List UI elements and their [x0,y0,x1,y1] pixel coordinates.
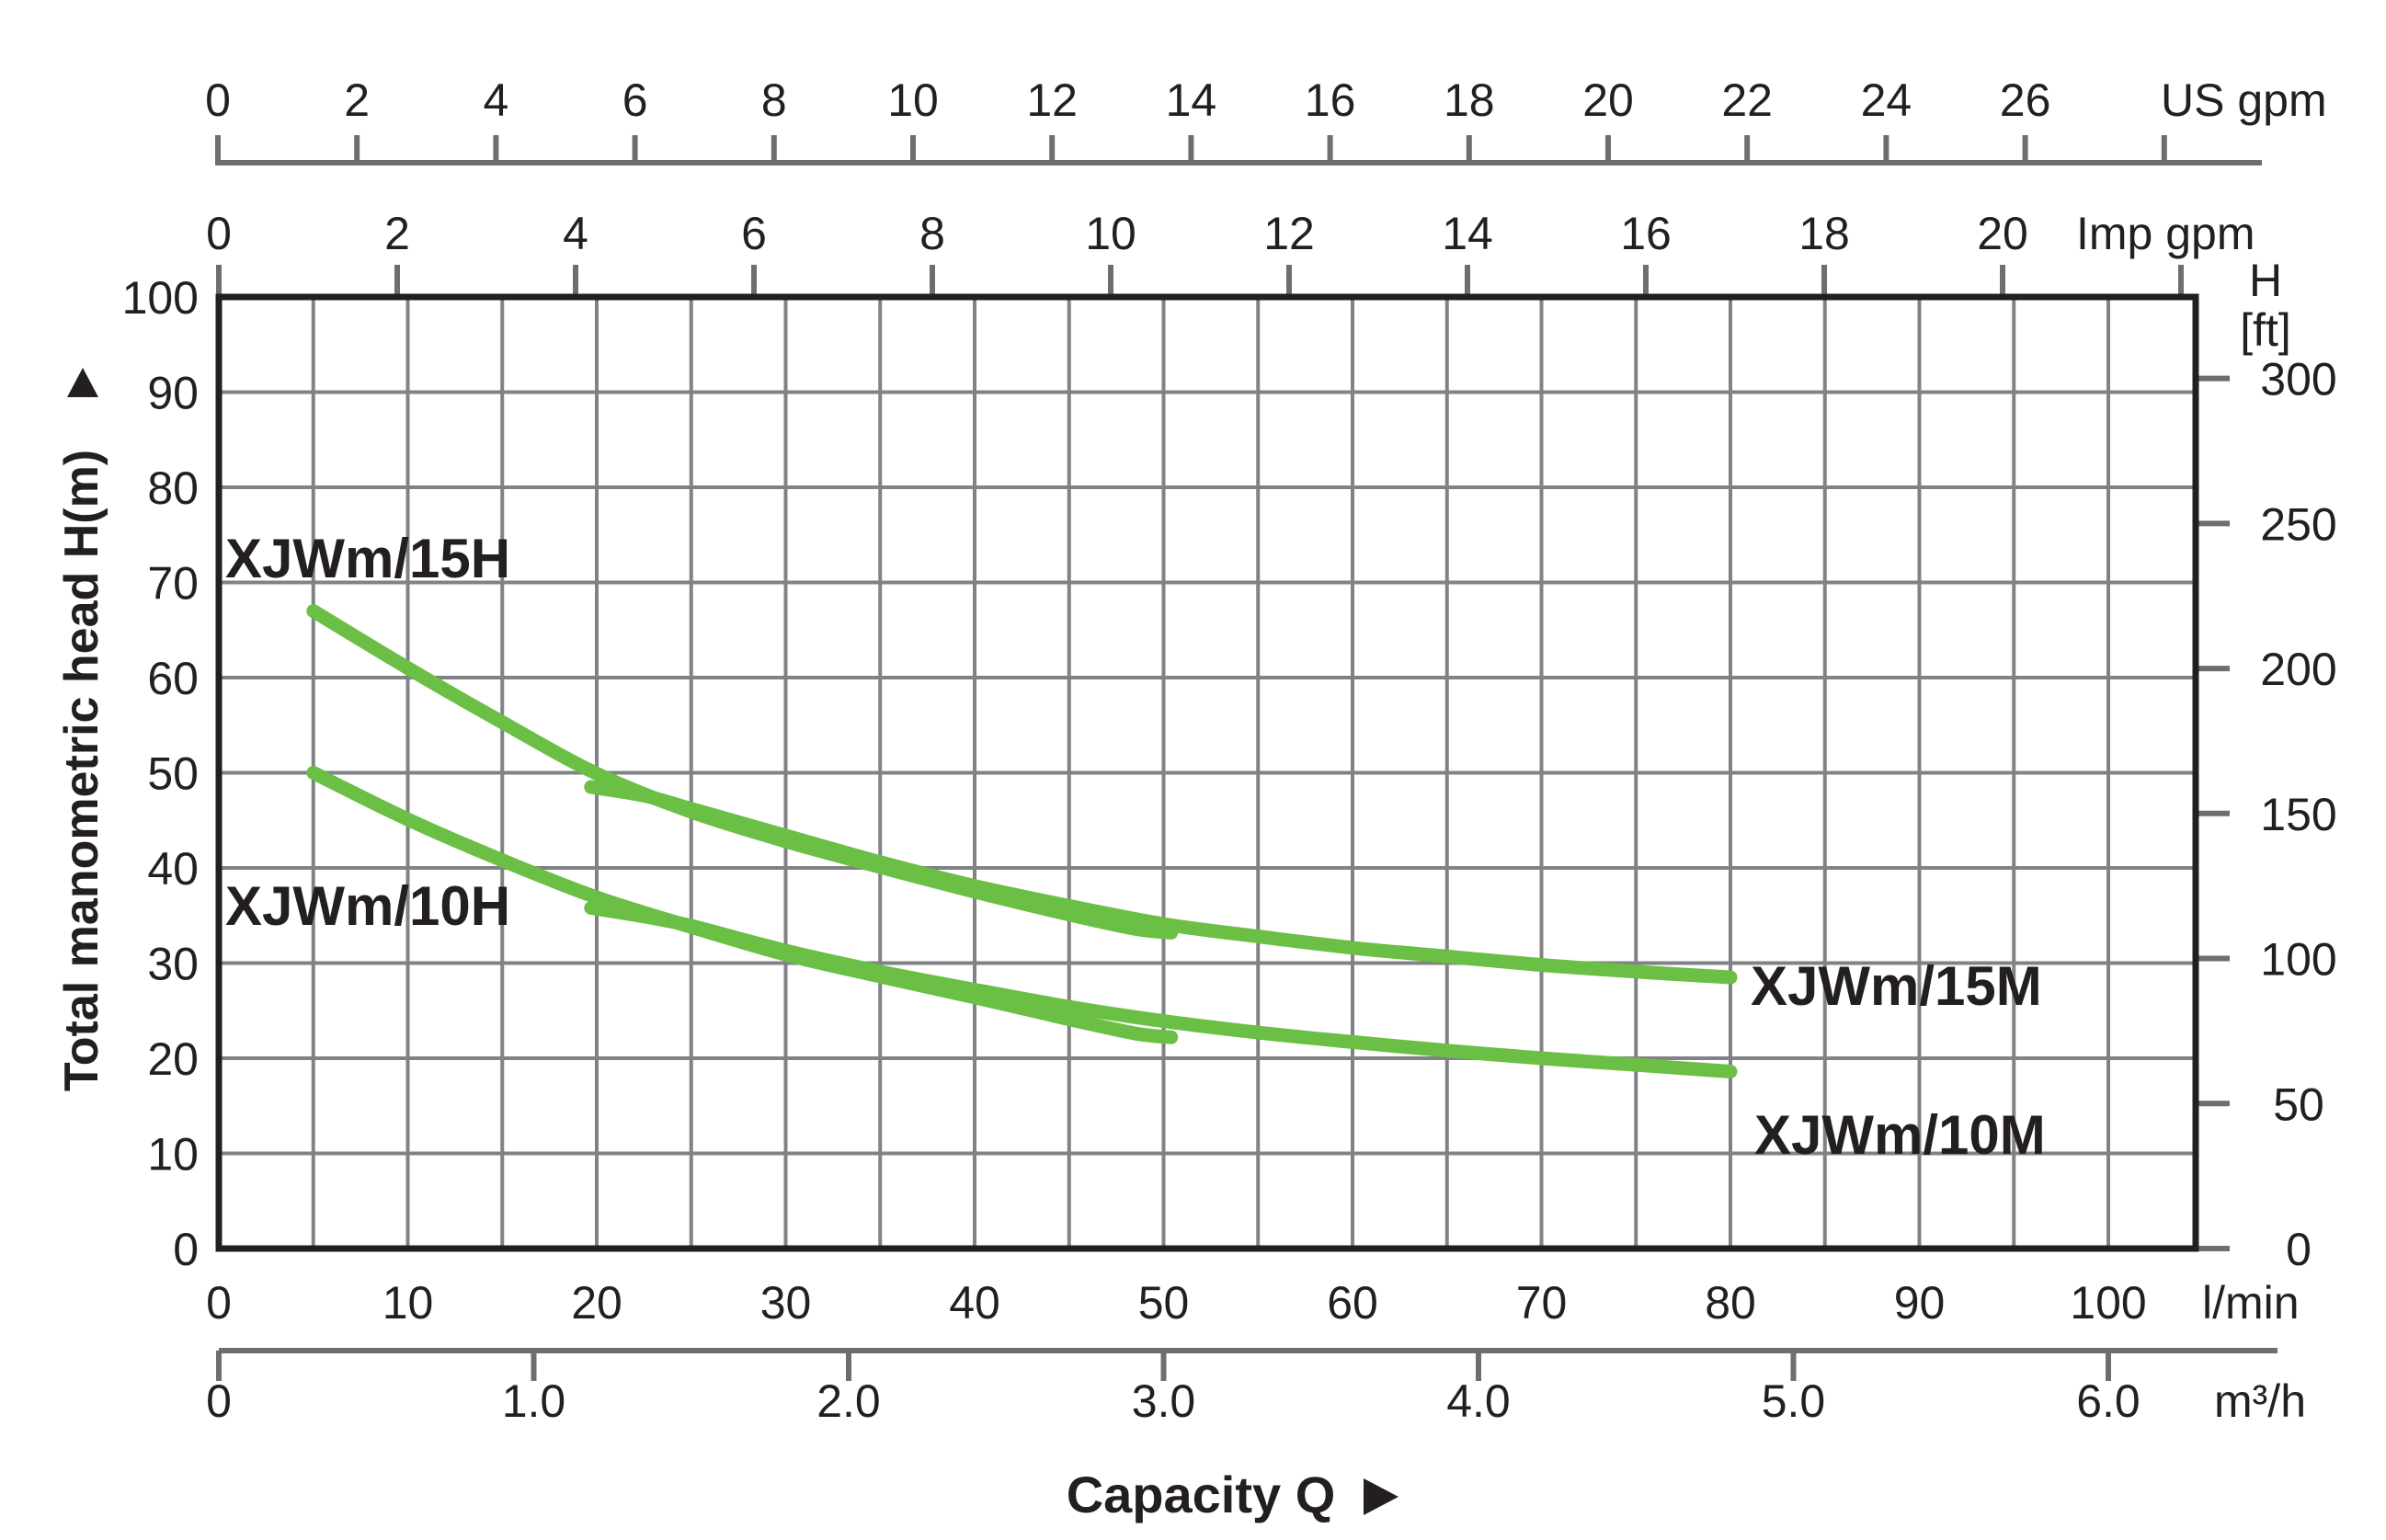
imp-gpm-tick-label: 16 [1620,208,1672,259]
us-gpm-tick-label: 14 [1166,74,1217,126]
feet-tick-label: 150 [2260,789,2336,840]
imp-gpm-tick-label: 0 [206,208,232,259]
curve-label-xjwm-10h: XJWm/10H [225,875,510,937]
us-gpm-tick-label: 22 [1721,74,1773,126]
axis-imp-gpm: 0 2 4 6 8 10 12 14 16 18 20 Imp gpm [206,208,2255,297]
curve-label-xjwm-15h: XJWm/15H [225,528,510,589]
metre-tick-label: 10 [147,1129,199,1181]
us-gpm-tick-label: 24 [1861,74,1912,126]
metre-tick-label: 90 [147,368,199,419]
curve-label-xjwm-15m: XJWm/15M [1751,955,2042,1017]
feet-axis-title-ft: [ft] [2240,304,2291,356]
imp-gpm-tick-label: 4 [563,208,588,259]
x-axis-title: Capacity Q [1067,1466,1336,1523]
curve-xjwm-10m [584,901,1738,1078]
imp-gpm-unit-label: Imp gpm [2076,208,2255,259]
feet-axis-title-h: H [2249,255,2282,306]
us-gpm-tick-label: 8 [761,74,787,126]
lmin-tick-label: 0 [206,1277,232,1329]
lmin-tick-label: 100 [2070,1277,2146,1329]
metre-tick-label: 60 [147,653,199,704]
us-gpm-tick-label: 2 [344,74,370,126]
lmin-unit-label: l/min [2202,1277,2300,1329]
imp-gpm-tick-label: 2 [384,208,410,259]
curve-label-xjwm-10m: XJWm/10M [1754,1104,2046,1166]
us-gpm-tick-label: 18 [1444,74,1495,126]
metre-tick-label: 80 [147,462,199,514]
x-axis-arrow-right-icon [1364,1478,1398,1515]
us-gpm-tick-label: 10 [887,74,939,126]
m3h-tick-label: 3.0 [1132,1375,1196,1427]
lmin-tick-label: 50 [1138,1277,1190,1329]
lmin-tick-label: 10 [382,1277,434,1329]
lmin-tick-label: 70 [1516,1277,1568,1329]
us-gpm-tick-label: 12 [1026,74,1078,126]
pump-curves: XJWm/15H XJWm/15M XJWm/10H XJWm/10M [225,528,2046,1166]
axis-head-feet: 0 50 100 150 200 250 300 H[ft] [2196,255,2337,1275]
us-gpm-tick-label: 16 [1305,74,1356,126]
us-gpm-tick-label: 6 [622,74,648,126]
lmin-tick-label: 80 [1705,1277,1756,1329]
imp-gpm-tick-label: 6 [741,208,767,259]
y-axis-arrow-up-icon [67,368,98,397]
axis-litres-per-min: 0 10 20 30 40 50 60 70 80 90 100 l/min [206,1277,2299,1329]
m3h-tick-label: 5.0 [1762,1375,1826,1427]
metre-tick-label: 30 [147,939,199,990]
us-gpm-tick-label: 20 [1582,74,1634,126]
feet-tick-label: 300 [2260,354,2336,405]
lmin-tick-label: 40 [949,1277,1000,1329]
imp-gpm-tick-label: 18 [1798,208,1850,259]
metre-tick-label: 50 [147,748,199,800]
metre-tick-label: 70 [147,558,199,610]
feet-tick-label: 250 [2260,498,2336,550]
metre-tick-label: 20 [147,1033,199,1085]
m3h-unit-label: m³/h [2214,1375,2306,1427]
lmin-tick-label: 90 [1894,1277,1946,1329]
imp-gpm-tick-label: 8 [919,208,945,259]
metre-tick-label: 0 [173,1224,199,1275]
imp-gpm-tick-label: 20 [1977,208,2028,259]
m3h-tick-label: 2.0 [816,1375,881,1427]
m3h-tick-label: 4.0 [1446,1375,1511,1427]
m3h-tick-label: 1.0 [502,1375,566,1427]
axis-head-metres: 0 10 20 30 40 50 60 70 80 90 100 Total manometric h… [55,272,199,1275]
us-gpm-tick-label: 26 [2000,74,2051,126]
us-gpm-unit-label: US gpm [2161,74,2327,126]
lmin-tick-label: 30 [760,1277,812,1329]
plot-border [215,293,2199,1252]
axis-us-gpm: 0 2 4 6 8 10 12 14 16 18 20 22 24 26 US gpm [205,74,2327,165]
metre-tick-label: 40 [147,843,199,895]
axis-cubic-metres-per-hour: 0 1.0 2.0 3.0 4.0 5.0 6.0 m³/h [206,1348,2306,1427]
m3h-tick-label: 6.0 [2076,1375,2141,1427]
curve-xjwm-15m [584,780,1738,985]
feet-tick-label: 50 [2273,1078,2324,1130]
feet-tick-label: 100 [2260,934,2336,986]
lmin-tick-label: 60 [1327,1277,1378,1329]
imp-gpm-tick-label: 14 [1442,208,1493,259]
x-axis-title-group: Capacity Q [1067,1466,1398,1523]
metre-tick-label: 100 [122,272,199,324]
feet-tick-label: 0 [2286,1224,2312,1275]
m3h-tick-label: 0 [206,1375,232,1427]
imp-gpm-tick-label: 10 [1085,208,1136,259]
y-axis-title: Total manometric head H(m) [55,450,108,1091]
us-gpm-tick-label: 4 [483,74,508,126]
lmin-tick-label: 20 [571,1277,622,1329]
us-gpm-tick-label: 0 [205,74,231,126]
plot-grid [219,297,2196,1249]
feet-tick-label: 200 [2260,644,2336,695]
imp-gpm-tick-label: 12 [1263,208,1315,259]
